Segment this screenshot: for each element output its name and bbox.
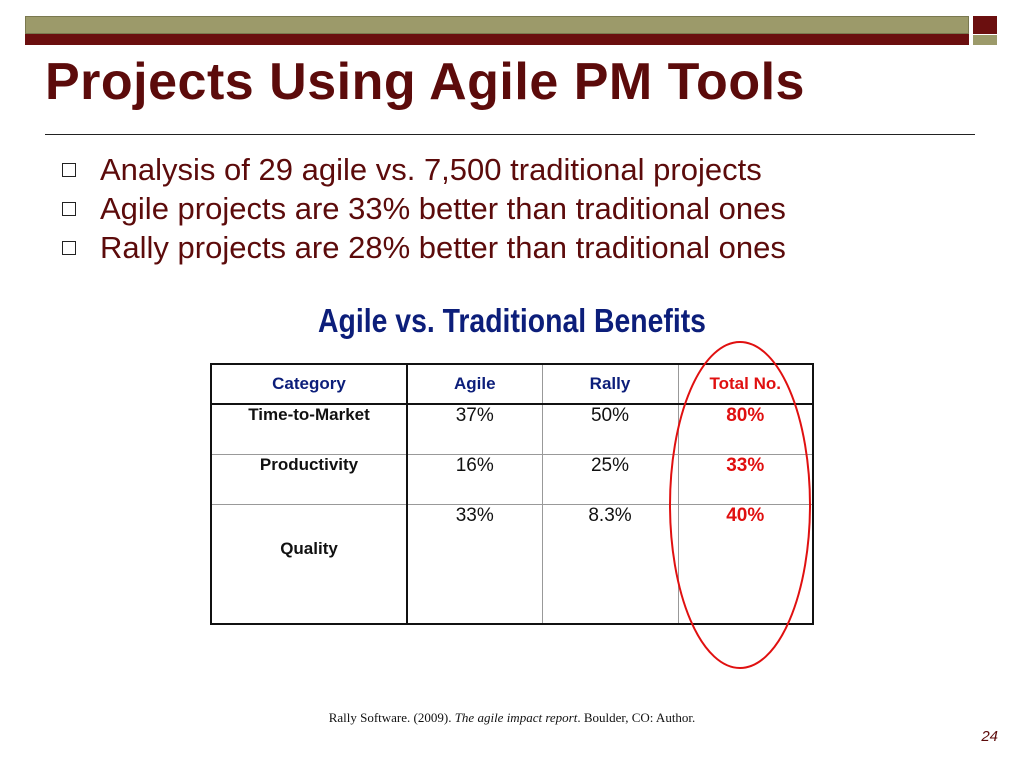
row-category: Quality xyxy=(210,503,408,625)
cell-rally: 50% xyxy=(541,403,679,456)
bullet-item: Analysis of 29 agile vs. 7,500 tradition… xyxy=(62,150,786,189)
cell-rally: 25% xyxy=(541,454,679,505)
benefits-table: Category Agile Rally Total No. Time-to-M… xyxy=(210,363,814,625)
slide-title: Projects Using Agile PM Tools xyxy=(45,53,805,111)
top-accent-bar xyxy=(25,34,969,45)
header-category: Category xyxy=(210,363,408,405)
cell-total: 40% xyxy=(677,503,814,625)
table-header-row: Category Agile Rally Total No. xyxy=(210,363,814,405)
table-title: Agile vs. Traditional Benefits xyxy=(318,302,706,339)
bullet-text: Rally projects are 28% better than tradi… xyxy=(100,230,786,265)
page-number: 24 xyxy=(981,728,998,745)
citation-title: The agile impact report xyxy=(454,710,578,725)
citation-prefix: Rally Software. (2009). xyxy=(328,710,455,725)
bullet-item: Rally projects are 28% better than tradi… xyxy=(62,228,786,267)
bullet-list: Analysis of 29 agile vs. 7,500 tradition… xyxy=(62,150,786,267)
cell-total: 80% xyxy=(677,403,814,456)
hollow-square-bullet-icon xyxy=(62,162,76,177)
row-category: Time-to-Market xyxy=(210,403,408,456)
cell-rally: 8.3% xyxy=(541,503,679,625)
hollow-square-bullet-icon xyxy=(62,201,76,216)
citation-suffix: . Boulder, CO: Author. xyxy=(577,710,696,725)
hollow-square-bullet-icon xyxy=(62,240,76,255)
corner-square-maroon xyxy=(973,16,997,34)
citation: Rally Software. (2009). The agile impact… xyxy=(0,710,1024,726)
row-category: Productivity xyxy=(210,454,408,505)
top-decorative-bar xyxy=(25,16,969,34)
header-total: Total No. xyxy=(677,363,814,405)
table-row: Time-to-Market 37% 50% 80% xyxy=(210,403,814,456)
cell-agile: 16% xyxy=(406,454,543,505)
bullet-text: Agile projects are 33% better than tradi… xyxy=(100,191,786,226)
cell-agile: 33% xyxy=(406,503,543,625)
corner-square-olive xyxy=(973,35,997,45)
table-row: Quality 33% 8.3% 40% xyxy=(210,503,814,625)
bullet-text: Analysis of 29 agile vs. 7,500 tradition… xyxy=(100,152,762,187)
header-agile: Agile xyxy=(406,363,543,405)
cell-total: 33% xyxy=(677,454,814,505)
header-rally: Rally xyxy=(541,363,679,405)
title-divider xyxy=(45,134,975,135)
table-row: Productivity 16% 25% 33% xyxy=(210,454,814,505)
cell-agile: 37% xyxy=(406,403,543,456)
bullet-item: Agile projects are 33% better than tradi… xyxy=(62,189,786,228)
